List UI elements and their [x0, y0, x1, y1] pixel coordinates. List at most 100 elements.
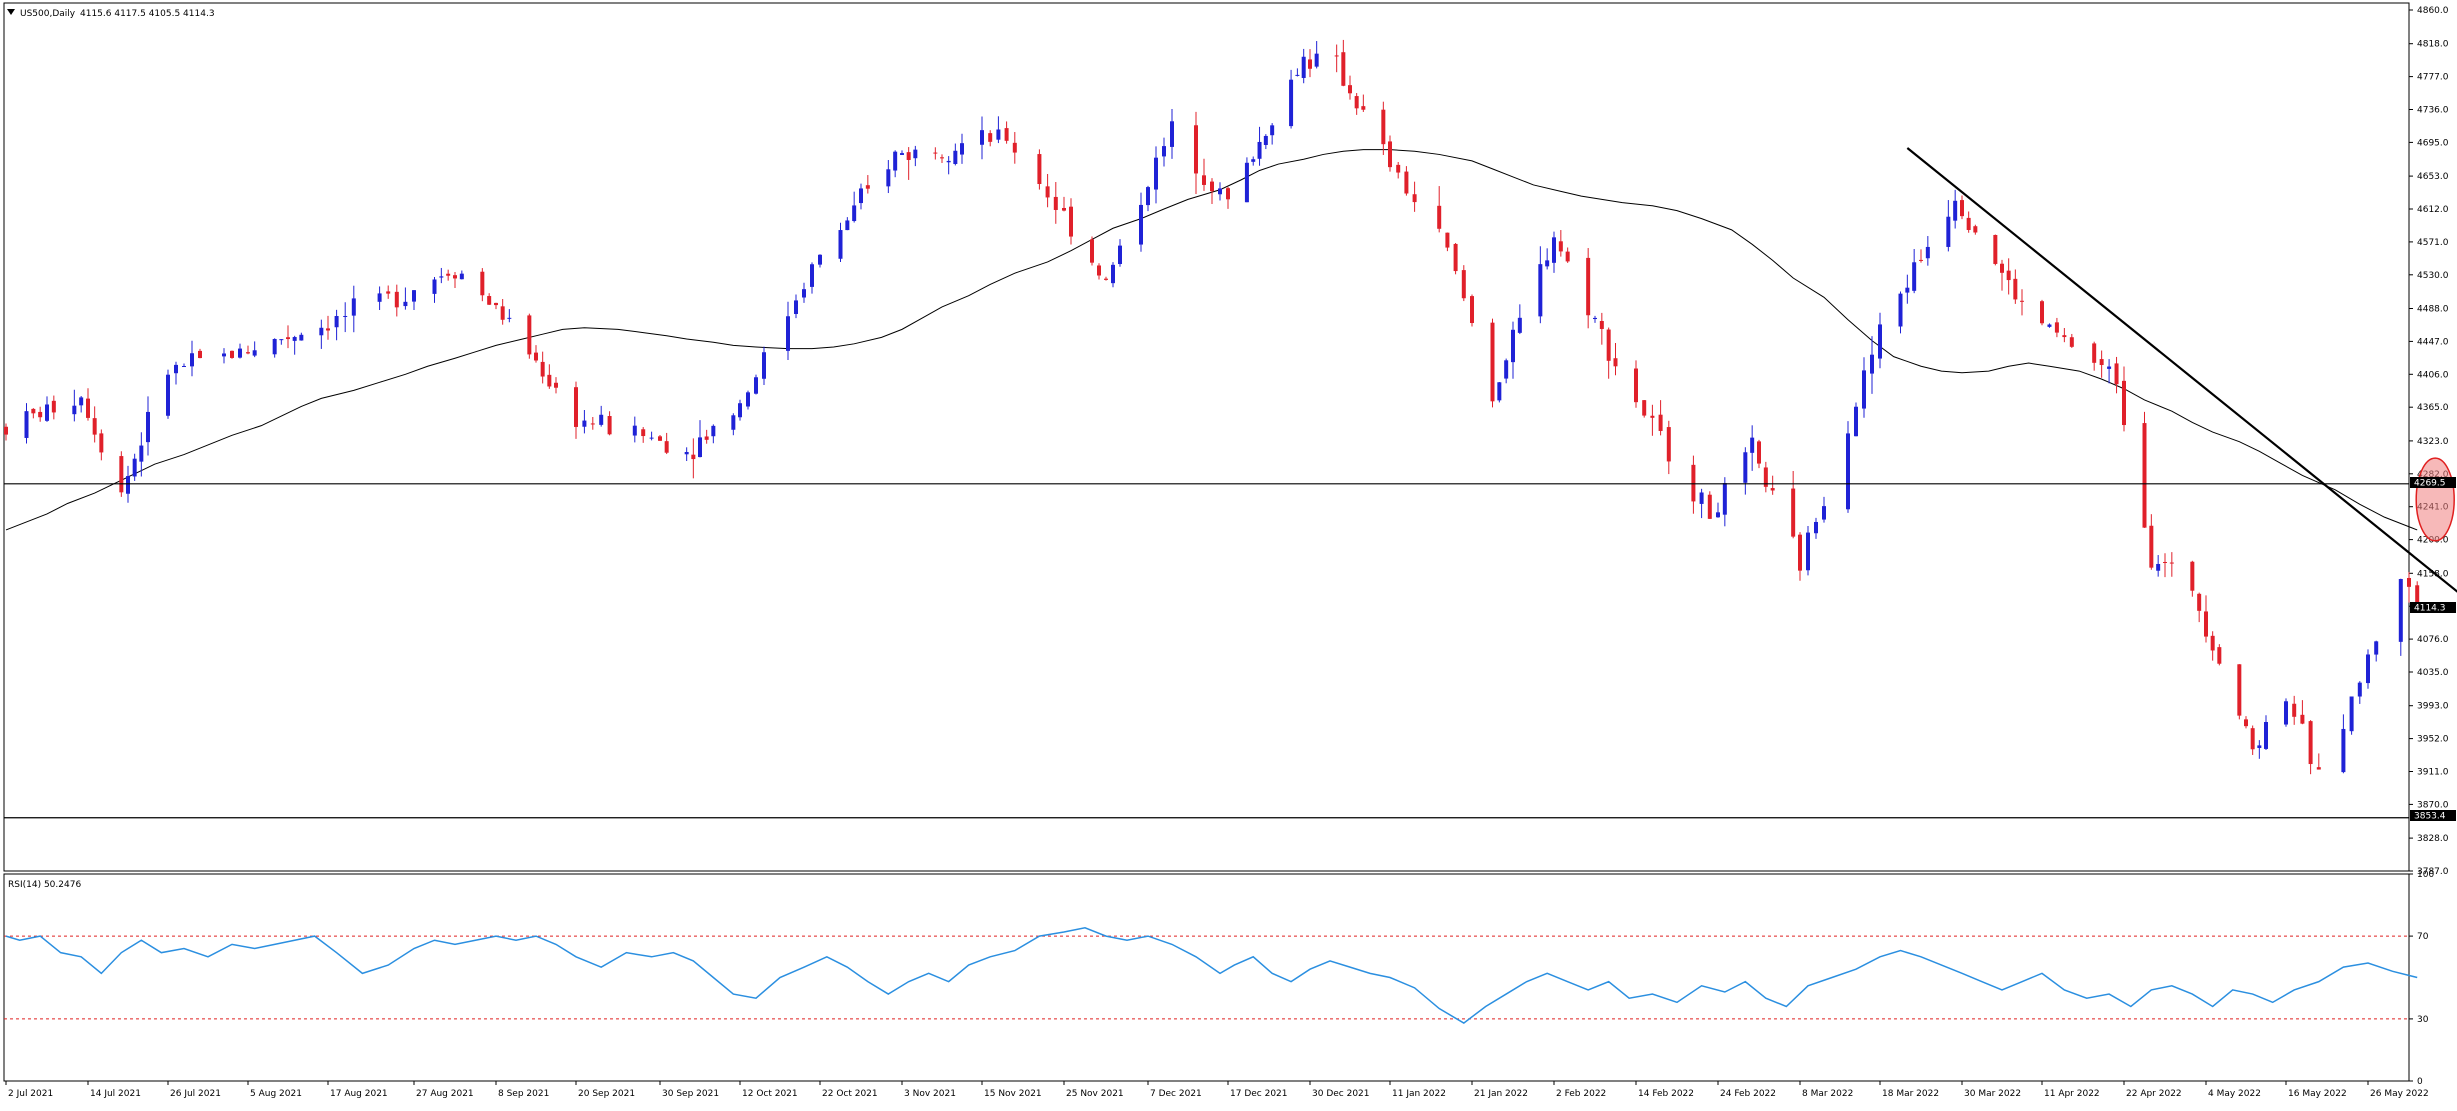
candle[interactable]	[1613, 343, 1618, 376]
candle[interactable]	[900, 150, 904, 155]
candle[interactable]	[1960, 195, 1964, 220]
candle[interactable]	[412, 289, 416, 311]
candle[interactable]	[2040, 299, 2044, 326]
candle[interactable]	[272, 338, 277, 358]
candle[interactable]	[222, 348, 226, 364]
candle[interactable]	[182, 363, 186, 368]
candle[interactable]	[1634, 360, 1638, 408]
candle[interactable]	[2398, 578, 2403, 656]
candle[interactable]	[1381, 101, 1386, 155]
candle[interactable]	[906, 147, 911, 180]
candle[interactable]	[527, 313, 532, 359]
candle[interactable]	[1202, 158, 1206, 191]
candle[interactable]	[746, 390, 750, 410]
candle[interactable]	[1716, 502, 1720, 518]
candle[interactable]	[865, 175, 870, 194]
candle[interactable]	[1658, 400, 1663, 436]
candle[interactable]	[1743, 447, 1748, 495]
candle[interactable]	[343, 302, 348, 333]
candle[interactable]	[2204, 595, 2208, 643]
candle[interactable]	[2284, 698, 2288, 727]
candle[interactable]	[2099, 350, 2104, 378]
candle[interactable]	[893, 150, 898, 178]
candle[interactable]	[1870, 336, 1874, 394]
candle[interactable]	[1898, 291, 1903, 334]
candle[interactable]	[1511, 321, 1515, 379]
candle[interactable]	[500, 298, 505, 325]
candle[interactable]	[2047, 323, 2052, 328]
candle[interactable]	[940, 154, 944, 164]
candle[interactable]	[1097, 263, 1101, 280]
candle[interactable]	[2357, 681, 2362, 704]
candle[interactable]	[494, 302, 498, 310]
candle[interactable]	[1490, 318, 1495, 408]
candle[interactable]	[1146, 185, 1150, 212]
candle[interactable]	[547, 364, 552, 389]
candle[interactable]	[684, 447, 689, 462]
candle[interactable]	[1162, 137, 1166, 167]
candle[interactable]	[1244, 157, 1249, 203]
candle[interactable]	[2250, 725, 2255, 755]
candle[interactable]	[1045, 173, 1050, 208]
candle[interactable]	[2197, 592, 2202, 623]
candle[interactable]	[818, 254, 822, 268]
candle[interactable]	[1270, 123, 1275, 145]
candle[interactable]	[2054, 317, 2059, 338]
trendline-layer[interactable]	[1906, 147, 2457, 599]
candle[interactable]	[1226, 186, 1230, 209]
candle[interactable]	[1037, 149, 1042, 190]
candle[interactable]	[1314, 41, 1319, 69]
candle[interactable]	[1251, 156, 1256, 166]
candle[interactable]	[731, 413, 736, 436]
candle[interactable]	[1154, 146, 1158, 204]
candle[interactable]	[1470, 294, 1474, 327]
candle[interactable]	[649, 431, 654, 441]
candle[interactable]	[79, 395, 84, 413]
candle[interactable]	[1750, 425, 1755, 471]
candle[interactable]	[230, 350, 234, 359]
candle[interactable]	[1905, 274, 1910, 304]
candle[interactable]	[2366, 649, 2370, 689]
candle[interactable]	[852, 191, 857, 223]
candle[interactable]	[664, 432, 669, 455]
candle[interactable]	[2062, 327, 2067, 343]
candle[interactable]	[1263, 134, 1268, 150]
candle[interactable]	[2407, 572, 2411, 603]
candle[interactable]	[51, 395, 56, 420]
candle[interactable]	[2156, 555, 2161, 577]
candle[interactable]	[2114, 356, 2119, 394]
candle[interactable]	[334, 309, 339, 341]
candle[interactable]	[487, 293, 492, 305]
candle[interactable]	[838, 222, 843, 262]
candle[interactable]	[574, 381, 578, 439]
candle[interactable]	[554, 377, 558, 394]
candle[interactable]	[507, 309, 512, 323]
candle[interactable]	[2244, 716, 2248, 729]
candle[interactable]	[2316, 753, 2321, 770]
candle[interactable]	[72, 389, 77, 422]
candle[interactable]	[1919, 249, 1923, 263]
candle[interactable]	[658, 434, 662, 441]
candle[interactable]	[1822, 496, 1826, 523]
candle[interactable]	[326, 315, 330, 340]
candle[interactable]	[1763, 461, 1768, 493]
candle[interactable]	[886, 160, 891, 194]
candle[interactable]	[859, 183, 863, 210]
candle[interactable]	[1593, 315, 1597, 323]
candle[interactable]	[704, 429, 709, 444]
candle[interactable]	[1012, 132, 1017, 164]
candle[interactable]	[933, 147, 938, 160]
candle[interactable]	[139, 432, 144, 477]
candle[interactable]	[1953, 189, 1958, 229]
candle[interactable]	[1445, 232, 1450, 252]
candle[interactable]	[1946, 200, 1951, 252]
candle[interactable]	[246, 345, 250, 355]
candle[interactable]	[377, 286, 382, 310]
candle[interactable]	[1666, 420, 1671, 475]
candle[interactable]	[2190, 560, 2195, 597]
price-panel[interactable]: 4860.0 4818.0 4777.0 4736.0 4695.0 4653.0 4612…	[3, 2, 2457, 877]
candle[interactable]	[459, 270, 464, 280]
candle[interactable]	[119, 451, 124, 497]
candle[interactable]	[1606, 327, 1611, 379]
